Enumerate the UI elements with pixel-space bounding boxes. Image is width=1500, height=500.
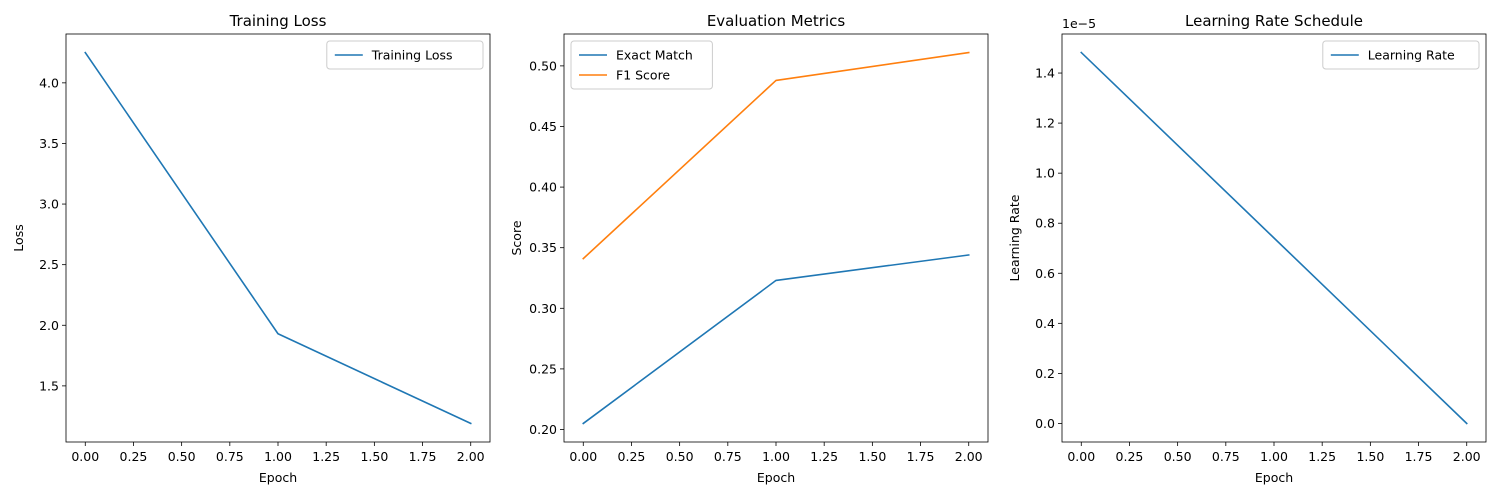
plot-frame	[65, 33, 491, 443]
x-axis-label: Epoch	[259, 470, 297, 485]
x-tick-label: 0.25	[1116, 449, 1144, 464]
y-tick-label: 0.40	[529, 180, 557, 195]
x-axis-label: Epoch	[757, 470, 795, 485]
x-tick-label: 1.00	[762, 449, 790, 464]
series-line-f1-score	[582, 51, 970, 260]
y-axis-label: Score	[509, 220, 524, 255]
x-tick-label: 0.50	[1164, 449, 1192, 464]
x-tick-label: 1.25	[312, 449, 340, 464]
y-tick-label: 1.0	[1035, 166, 1055, 181]
legend-entry: Training Loss	[371, 48, 453, 63]
chart-panel-3: 0.00 0.25 0.50 0.75 1.00 1.25 1.50 1.75 2.00 0.0 0…	[1007, 12, 1487, 485]
legend: Learning Rate	[1322, 40, 1480, 70]
plot-frame	[563, 33, 989, 443]
legend: Exact Match F1 Score	[570, 40, 713, 90]
legend-box	[1322, 40, 1480, 70]
x-tick-label: 1.25	[1308, 449, 1336, 464]
x-tick-label: 1.00	[1260, 449, 1288, 464]
y-tick-label: 0.4	[1035, 316, 1055, 331]
x-tick-label: 0.75	[1212, 449, 1240, 464]
y-tick-label: 4.0	[39, 75, 59, 90]
chart-title: Learning Rate Schedule	[1185, 12, 1363, 30]
x-tick-label: 0.25	[618, 449, 646, 464]
y-tick-label: 0.20	[529, 422, 557, 437]
x-tick-label: 2.00	[457, 449, 485, 464]
x-tick-label: 1.50	[1356, 449, 1384, 464]
y-tick-label: 1.5	[39, 378, 59, 393]
x-tick-label: 1.25	[810, 449, 838, 464]
x-tick-label: 0.00	[1067, 449, 1095, 464]
x-tick-label: 1.75	[907, 449, 935, 464]
x-tick-label: 0.75	[216, 449, 244, 464]
chart-title: Evaluation Metrics	[707, 12, 846, 30]
y-tick-label: 2.0	[39, 318, 59, 333]
x-tick-label: 1.75	[409, 449, 437, 464]
series-line-learning-rate	[1080, 51, 1468, 425]
legend: Training Loss	[326, 40, 484, 70]
y-tick-label: 0.35	[529, 240, 557, 255]
x-tick-label: 1.75	[1405, 449, 1433, 464]
y-tick-label: 2.5	[39, 257, 59, 272]
chart-panel-2: 0.00 0.25 0.50 0.75 1.00 1.25 1.50 1.75 2.00 0.20…	[509, 12, 989, 485]
chart-panel-1: 0.00 0.25 0.50 0.75 1.00 1.25 1.50 1.75 2.00 1.5 2…	[11, 12, 491, 485]
y-axis-label: Loss	[11, 224, 26, 251]
legend-entry: Exact Match	[616, 48, 693, 63]
x-tick-label: 0.00	[569, 449, 597, 464]
x-tick-label: 2.00	[955, 449, 983, 464]
x-tick-label: 1.50	[858, 449, 886, 464]
y-tick-label: 1.2	[1035, 116, 1055, 131]
x-tick-label: 0.00	[71, 449, 99, 464]
series-line-exact-match	[582, 254, 970, 425]
x-tick-label: 0.25	[120, 449, 148, 464]
legend-box	[326, 40, 484, 70]
y-tick-label: 0.2	[1035, 366, 1055, 381]
y-tick-label: 0.6	[1035, 266, 1055, 281]
legend-entry: Learning Rate	[1368, 48, 1455, 63]
chart-title: Training Loss	[229, 12, 327, 30]
x-tick-label: 0.75	[714, 449, 742, 464]
y-tick-label: 0.0	[1035, 416, 1055, 431]
y-tick-label: 0.50	[529, 58, 557, 73]
x-tick-label: 0.50	[666, 449, 694, 464]
legend-box	[570, 40, 713, 90]
x-tick-label: 2.00	[1453, 449, 1481, 464]
x-axis-label: Epoch	[1255, 470, 1293, 485]
y-tick-label: 1.4	[1035, 66, 1055, 81]
y-tick-label: 0.30	[529, 301, 557, 316]
y-tick-label: 0.45	[529, 119, 557, 134]
y-axis-label: Learning Rate	[1007, 194, 1022, 281]
y-axis-offset-text: 1e−5	[1062, 16, 1096, 31]
y-tick-label: 0.25	[529, 361, 557, 376]
x-tick-label: 0.50	[168, 449, 196, 464]
y-tick-label: 3.0	[39, 197, 59, 212]
y-tick-label: 3.5	[39, 136, 59, 151]
y-tick-label: 0.8	[1035, 216, 1055, 231]
x-tick-label: 1.50	[360, 449, 388, 464]
series-line-training-loss	[84, 51, 472, 425]
legend-entry: F1 Score	[616, 68, 670, 83]
x-tick-label: 1.00	[264, 449, 292, 464]
